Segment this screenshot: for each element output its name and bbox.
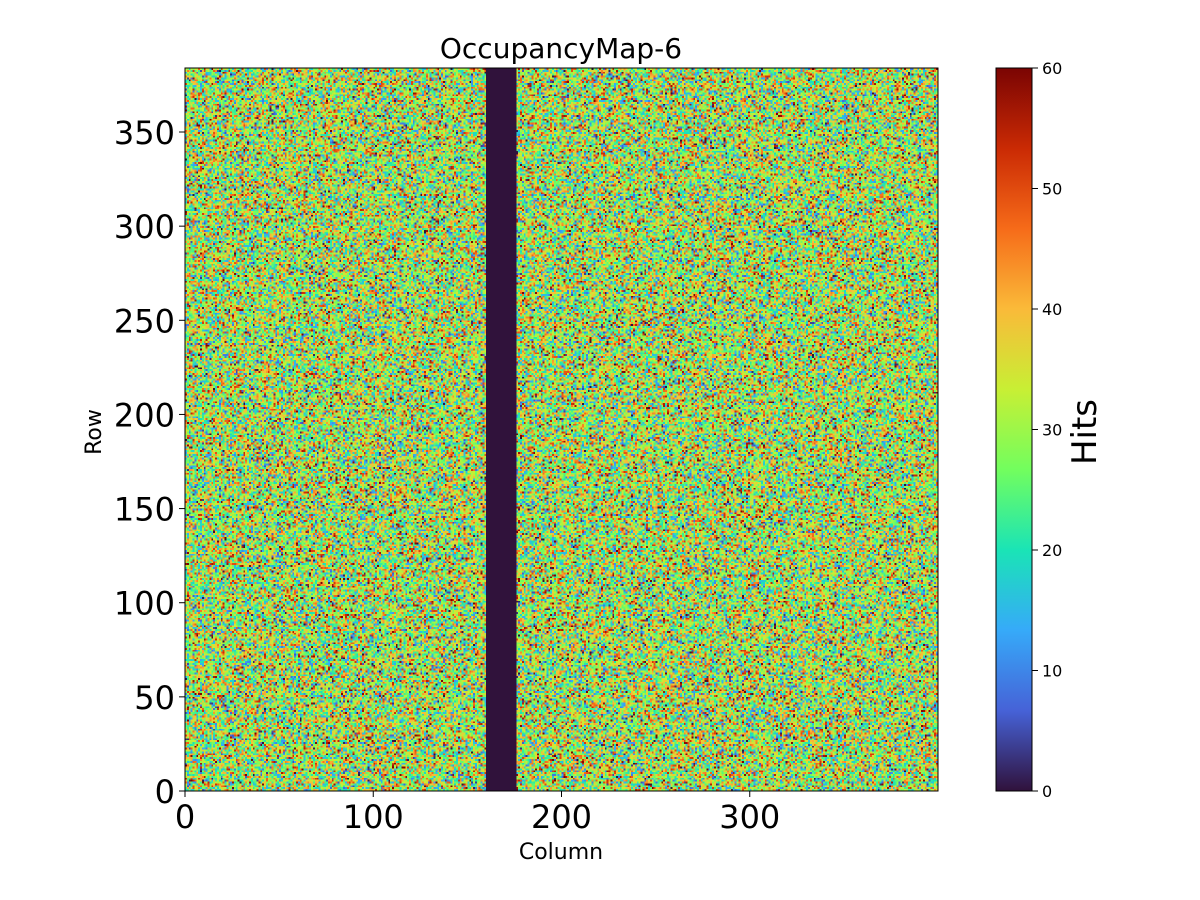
x-axis-label: Column — [519, 840, 603, 865]
colorbar-tick-label: 10 — [1042, 662, 1062, 681]
y-tick-label: 50 — [134, 679, 175, 717]
colorbar-tick-label: 50 — [1042, 180, 1062, 199]
y-axis: 0 50 100 150 200 250 300 350 — [114, 114, 185, 811]
x-tick-label: 0 — [175, 798, 195, 836]
y-tick-label: 300 — [114, 208, 175, 246]
colorbar-label: Hits — [1065, 399, 1105, 465]
y-axis-label: Row — [82, 409, 107, 455]
y-tick-label: 250 — [114, 302, 175, 340]
colorbar-tick-label: 20 — [1042, 541, 1062, 560]
y-tick-label: 150 — [114, 491, 175, 529]
y-tick-label: 200 — [114, 396, 175, 434]
y-tick-label: 350 — [114, 114, 175, 152]
y-tick-label: 100 — [114, 585, 175, 623]
chart-title: OccupancyMap-6 — [440, 32, 682, 65]
colorbar-tick-label: 60 — [1042, 59, 1062, 78]
colorbar-tick-label: 30 — [1042, 421, 1062, 440]
heatmap-image — [185, 68, 938, 791]
x-tick-label: 300 — [719, 798, 780, 836]
x-tick-label: 100 — [343, 798, 404, 836]
colorbar-tick-label: 40 — [1042, 300, 1062, 319]
colorbar-gradient — [996, 68, 1032, 791]
colorbar: 0 10 20 30 40 50 60 Hits — [995, 59, 1105, 801]
colorbar-ticks: 0 10 20 30 40 50 60 — [1032, 59, 1062, 801]
heatmap-plot-area — [184, 67, 939, 792]
x-axis: 0 100 200 300 — [175, 791, 780, 836]
x-tick-label: 200 — [531, 798, 592, 836]
colorbar-tick-label: 0 — [1042, 782, 1052, 801]
y-tick-label: 0 — [155, 773, 175, 811]
